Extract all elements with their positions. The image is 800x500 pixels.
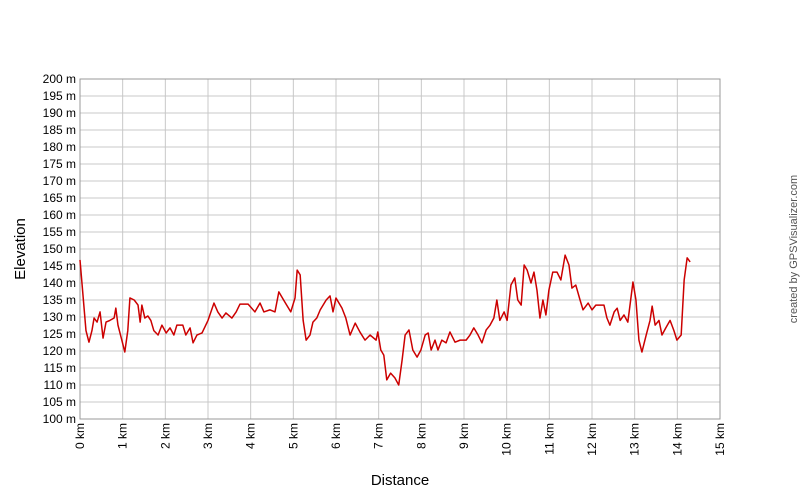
x-tick-label: 1 km	[116, 423, 130, 449]
plot-border	[79, 78, 721, 420]
y-tick-label: 140 m	[43, 276, 76, 290]
y-tick-label: 100 m	[43, 412, 76, 426]
y-tick-label: 115 m	[44, 361, 76, 375]
y-tick-label: 195 m	[43, 89, 76, 103]
x-tick-label: 7 km	[372, 423, 386, 449]
x-axis-label: Distance	[371, 472, 429, 489]
y-tick-label: 150 m	[43, 242, 76, 256]
y-tick-label: 200 m	[43, 72, 76, 86]
y-tick-label: 125 m	[43, 327, 76, 341]
x-tick-label: 3 km	[201, 423, 215, 449]
y-tick-label: 120 m	[43, 344, 76, 358]
y-tick-label: 175 m	[43, 157, 76, 171]
y-tick-label: 160 m	[43, 208, 76, 222]
y-tick-label: 130 m	[43, 310, 76, 324]
x-tick-label: 11 km	[542, 423, 556, 455]
y-tick-label: 170 m	[43, 174, 76, 188]
credit: created by GPSVisualizer.com	[788, 175, 800, 323]
x-tick-label: 2 km	[158, 423, 172, 449]
x-tick-label: 15 km	[713, 423, 727, 456]
y-tick-label: 180 m	[43, 140, 76, 154]
x-tick-label: 13 km	[628, 423, 642, 456]
x-tick-label: 14 km	[670, 423, 684, 456]
elevation-line	[79, 254, 691, 386]
x-tick-label: 9 km	[457, 423, 471, 449]
x-tick-label: 6 km	[329, 423, 343, 449]
x-tick-label: 0 km	[73, 423, 87, 449]
y-tick-label: 135 m	[43, 293, 76, 307]
y-axis-label: Elevation	[12, 218, 29, 280]
y-tick-label: 110 m	[44, 378, 76, 392]
y-tick-label: 190 m	[43, 106, 76, 120]
y-tick-label: 105 m	[43, 395, 76, 409]
x-tick-label: 4 km	[244, 423, 258, 449]
x-tick-label: 12 km	[585, 423, 599, 456]
y-tick-label: 165 m	[43, 191, 76, 205]
y-tick-label: 185 m	[43, 123, 76, 137]
y-tick-label: 145 m	[43, 259, 76, 273]
x-tick-label: 5 km	[286, 423, 300, 449]
x-tick-label: 10 km	[500, 423, 514, 456]
y-tick-label: 155 m	[43, 225, 76, 239]
x-tick-label: 8 km	[414, 423, 428, 449]
